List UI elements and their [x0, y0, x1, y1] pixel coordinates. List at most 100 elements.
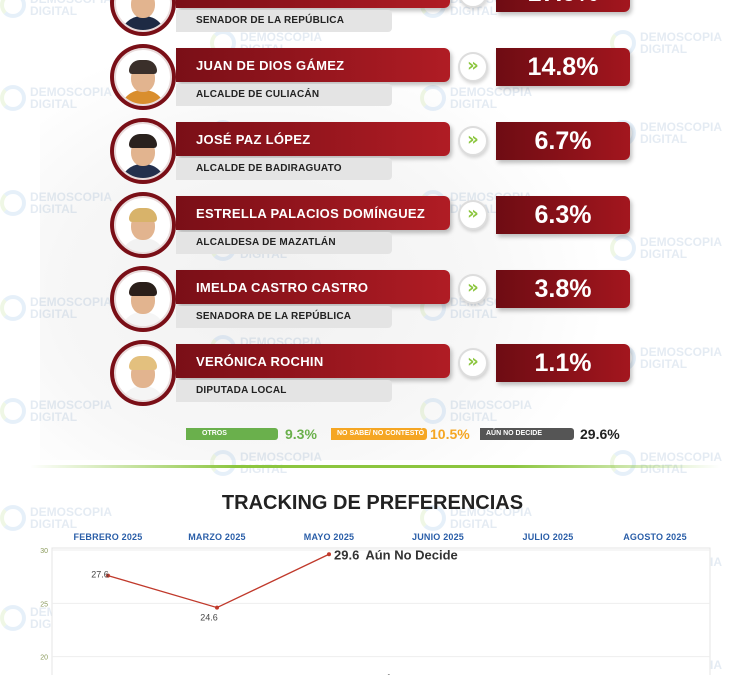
others-bar: OTROS	[186, 428, 278, 440]
demoscopia-logo-icon	[0, 605, 26, 631]
candidate-role: DIPUTADA LOCAL	[196, 385, 287, 396]
candidate-row: JOSÉ PAZ LÓPEZ ALCALDE DE BADIRAGUATO » 6.7…	[0, 118, 745, 184]
month-label: MAYO 2025	[303, 532, 355, 542]
female-candidate-photo-icon	[114, 196, 172, 254]
y-tick-label: 30	[40, 548, 48, 555]
candidate-name-bar	[176, 196, 450, 230]
double-chevron-right-icon: »	[458, 52, 488, 82]
double-chevron-right-icon: »	[458, 200, 488, 230]
demoscopia-logo-icon	[210, 450, 236, 476]
candidate-avatar	[110, 266, 176, 332]
candidate-avatar	[110, 0, 176, 36]
section-divider	[30, 465, 720, 468]
demoscopia-logo-icon	[610, 450, 636, 476]
candidate-name: JOSÉ PAZ LÓPEZ	[196, 132, 311, 147]
candidate-percent: 6.3%	[496, 196, 630, 234]
no-sabe-bar: NO SABE/ NO CONTESTÓ	[331, 428, 427, 440]
candidate-role-bar	[176, 84, 392, 106]
candidate-name: VERÓNICA ROCHIN	[196, 354, 324, 369]
candidate-name-bar	[176, 122, 450, 156]
candidate-role-bar	[176, 232, 392, 254]
demoscopia-logo-icon	[0, 398, 26, 424]
candidate-role: ALCALDE DE BADIRAGUATO	[196, 163, 342, 174]
candidate-role: ALCALDE DE CULIACÁN	[196, 89, 320, 100]
demoscopia-logo-icon	[420, 85, 446, 111]
candidate-percent: 1.1%	[496, 344, 630, 382]
female-candidate-photo-icon	[114, 270, 172, 328]
others-value: 9.3%	[285, 426, 317, 442]
candidate-percent: 14.8%	[496, 48, 630, 86]
candidate-row: VERÓNICA ROCHIN DIPUTADA LOCAL » 1.1%	[0, 340, 745, 406]
double-chevron-right-icon: »	[458, 126, 488, 156]
candidate-avatar	[110, 192, 176, 258]
demoscopia-logo-icon	[0, 0, 26, 18]
month-label: FEBRERO 2025	[73, 532, 143, 542]
no-sabe-value: 10.5%	[430, 426, 470, 442]
aun-no-decide-value: 29.6%	[580, 426, 620, 442]
candidate-role-bar	[176, 158, 392, 180]
candidate-row: ESTRELLA PALACIOS DOMÍNGUEZ ALCALDESA DE …	[0, 192, 745, 258]
series-end-label: 17.9Enrique Inzunza Cazarez	[334, 672, 518, 675]
demoscopia-logo-icon	[0, 190, 26, 216]
month-label: JULIO 2025	[522, 532, 574, 542]
candidate-role-bar	[176, 380, 392, 402]
candidate-name-bar	[176, 0, 450, 8]
demoscopia-logo-icon	[0, 85, 26, 111]
demoscopia-logo-icon	[0, 295, 26, 321]
candidate-row: ENRIQUE INZUNZA CAZAREZSENADOR DE LA REP…	[0, 0, 745, 36]
candidate-name-bar	[176, 344, 450, 378]
y-tick-label: 25	[40, 601, 48, 608]
demoscopia-logo-icon	[420, 398, 446, 424]
y-tick-label: 20	[40, 655, 48, 662]
candidate-percent: 3.8%	[496, 270, 630, 308]
male-candidate-photo-icon	[114, 0, 172, 32]
candidate-role-bar	[176, 306, 392, 328]
candidate-row: JUAN DE DIOS GÁMEZ ALCALDE DE CULIACÁN » 14…	[0, 44, 745, 110]
aun-no-decide-bar: AÚN NO DECIDE	[480, 428, 574, 440]
candidate-name: ESTRELLA PALACIOS DOMÍNGUEZ	[196, 206, 426, 221]
demoscopia-logo-icon	[0, 505, 26, 531]
demoscopia-logo-icon	[420, 0, 446, 18]
female-candidate-photo-icon	[114, 344, 172, 402]
plot-area	[51, 547, 711, 675]
male-candidate-photo-icon	[114, 122, 172, 180]
month-label: AGOSTO 2025	[623, 532, 687, 542]
month-label: MARZO 2025	[188, 532, 246, 542]
data-label: 24.6	[200, 613, 218, 623]
double-chevron-right-icon: »	[458, 274, 488, 304]
data-point	[106, 573, 110, 578]
candidate-percent: 6.7%	[496, 122, 630, 160]
candidate-role: ALCALDESA DE MAZATLÁN	[196, 237, 336, 248]
male-candidate-photo-icon	[114, 48, 172, 106]
data-point	[215, 605, 219, 610]
candidate-name: JUAN DE DIOS GÁMEZ	[196, 58, 345, 73]
chart-title: TRACKING DE PREFERENCIAS	[221, 492, 524, 514]
data-label: 27.6	[91, 570, 109, 580]
demoscopia-logo-icon	[420, 505, 446, 531]
candidate-avatar	[110, 44, 176, 110]
double-chevron-right-icon: »	[458, 348, 488, 378]
candidate-role-bar	[176, 10, 392, 32]
demoscopia-logo-icon	[610, 235, 636, 261]
candidate-name-bar	[176, 48, 450, 82]
double-chevron-right-icon: »	[458, 0, 488, 8]
other-responses-row: OTROS 9.3% NO SABE/ NO CONTESTÓ 10.5% AÚ…	[0, 426, 745, 446]
candidate-name-bar	[176, 270, 450, 304]
candidate-name: IMELDA CASTRO CASTRO	[196, 280, 369, 295]
candidate-avatar	[110, 118, 176, 184]
